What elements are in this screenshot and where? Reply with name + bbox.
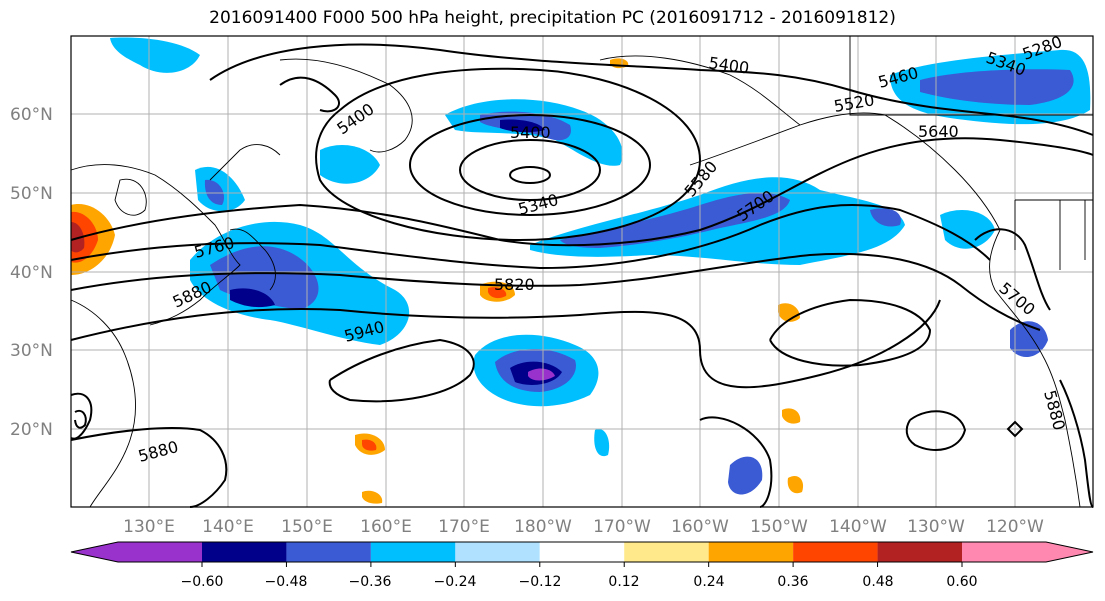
colorbar-segment — [708, 542, 794, 562]
colorbar-tick-label: 0.48 — [862, 574, 893, 590]
colorbar-segment — [455, 542, 540, 562]
lat-label: 50°N — [10, 184, 53, 204]
colorbar-segment — [370, 542, 456, 562]
colorbar-segment — [539, 542, 625, 562]
plot-frame — [70, 35, 1094, 508]
colorbar-segment — [71, 542, 202, 562]
colorbar-segment — [286, 542, 371, 562]
lon-label: 170°W — [593, 517, 651, 537]
colorbar-tick-label: 0.60 — [946, 574, 977, 590]
lat-label: 30°N — [10, 341, 53, 361]
lat-label: 60°N — [10, 105, 53, 125]
lon-label: 170°E — [438, 517, 490, 537]
lon-label: 150°W — [750, 517, 808, 537]
lon-label: 160°E — [360, 517, 412, 537]
colorbar-outline — [70, 541, 1094, 563]
colorbar-segment — [877, 542, 962, 562]
lon-label: 150°E — [281, 517, 333, 537]
colorbar-segment — [624, 542, 709, 562]
colorbar-segment — [793, 542, 878, 562]
colorbar-segment — [202, 542, 287, 562]
colorbar-tick-label: 0.24 — [693, 574, 724, 590]
colorbar-tick-label: −0.36 — [349, 574, 392, 590]
gridlines — [71, 36, 1093, 507]
colorbar-tick-label: 0.12 — [608, 574, 639, 590]
longitude-labels: 130°E 140°E 150°E 160°E 170°E 180°W 170°… — [123, 517, 1044, 537]
lon-label: 140°E — [202, 517, 254, 537]
colorbar-tick-label: −0.48 — [265, 574, 308, 590]
lon-label: 160°W — [671, 517, 729, 537]
contour-label: 5820 — [494, 275, 535, 294]
colorbar-tick-label: −0.12 — [519, 574, 562, 590]
precip-shading — [71, 37, 1091, 504]
lon-label: 130°W — [907, 517, 965, 537]
lon-label: 140°W — [829, 517, 887, 537]
lon-label: 180°W — [514, 517, 572, 537]
coastlines — [70, 36, 1093, 508]
colorbar-tick-label: −0.24 — [434, 574, 477, 590]
lon-label: 120°W — [986, 517, 1044, 537]
colorbar — [70, 541, 1094, 567]
latitude-labels: 60°N 50°N 40°N 30°N 20°N — [10, 105, 53, 440]
lat-label: 40°N — [10, 263, 53, 283]
lon-label: 130°E — [123, 517, 175, 537]
colorbar-ticks: −0.60 −0.48 −0.36 −0.24 −0.12 0.12 0.24 … — [181, 574, 978, 590]
colorbar-tick-label: 0.36 — [777, 574, 808, 590]
contour-label: 5640 — [918, 122, 959, 141]
colorbar-tick-label: −0.60 — [181, 574, 224, 590]
colorbar-segment — [962, 542, 1093, 562]
map-title: 2016091400 F000 500 hPa height, precipit… — [209, 8, 896, 28]
lat-label: 20°N — [10, 420, 53, 440]
contour-label: 5400 — [510, 123, 551, 142]
height-contours — [70, 43, 1094, 508]
